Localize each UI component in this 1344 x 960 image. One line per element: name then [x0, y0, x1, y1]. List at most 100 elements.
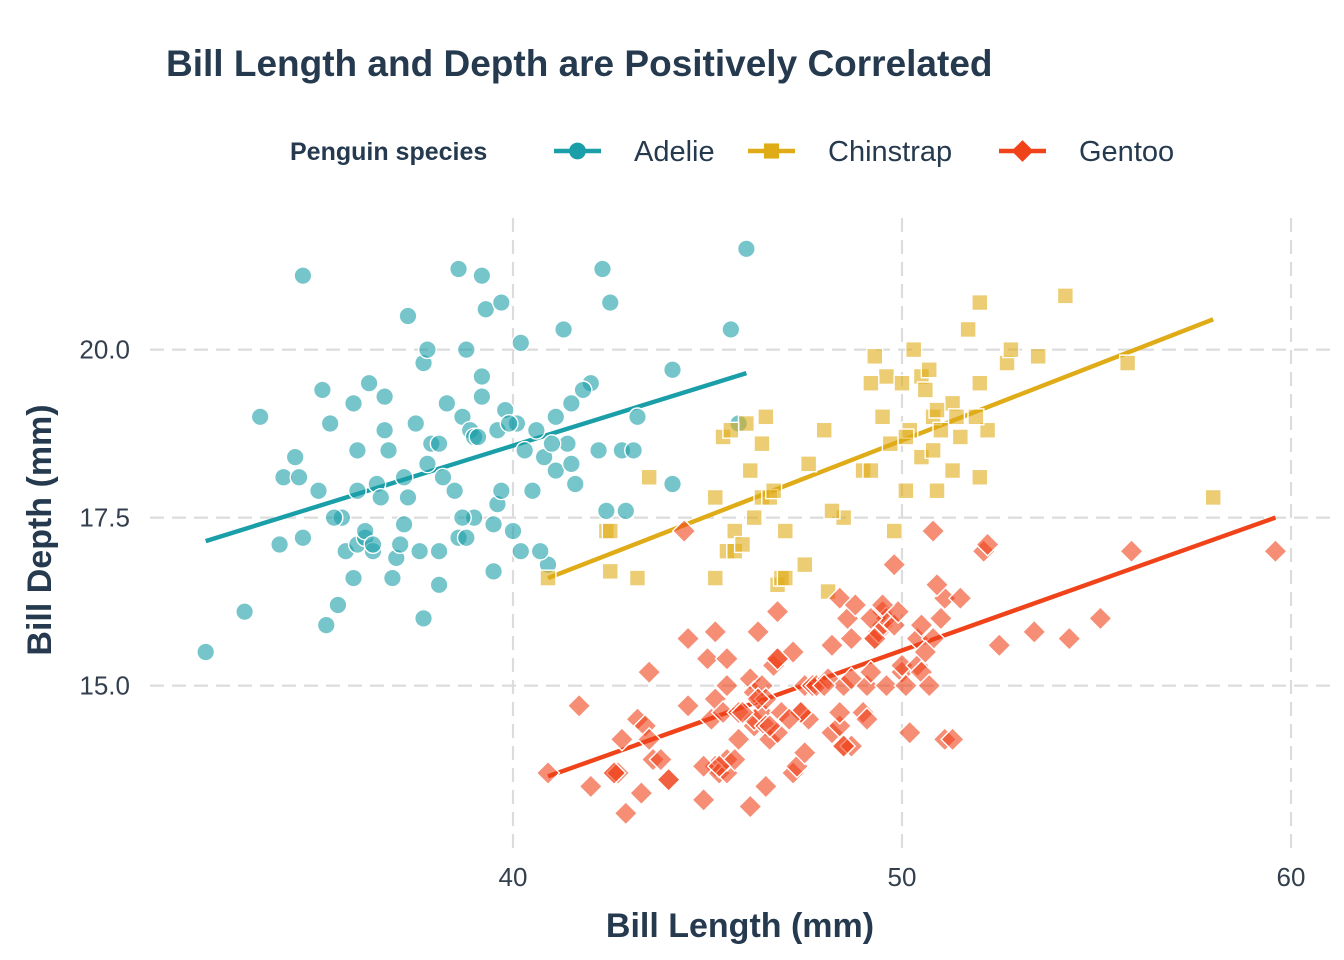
- gentoo-point: [675, 626, 701, 651]
- gentoo-point: [842, 592, 868, 618]
- chinstrap-point: [905, 340, 923, 359]
- adelie-point: [410, 541, 430, 561]
- chinstrap-point: [885, 522, 903, 540]
- adelie-point: [414, 608, 434, 628]
- legend-title: Penguin species: [290, 138, 487, 166]
- tick-labels: 40 50 60 15.0 17.5 20.0: [79, 335, 1305, 892]
- chinstrap-point: [978, 421, 997, 439]
- gentoo-point: [827, 713, 853, 739]
- chinstrap-point: [706, 569, 724, 587]
- gentoo-point: [535, 760, 561, 786]
- adelie-point: [359, 373, 379, 393]
- adelie-point: [554, 319, 574, 339]
- gentoo-point: [636, 659, 662, 685]
- chinstrap-point: [640, 468, 658, 486]
- legend-label-chinstrap: Chinstrap: [828, 136, 952, 168]
- legend-item-adelie: Adelie: [554, 136, 715, 168]
- adelie-point: [312, 380, 332, 400]
- legend-item-chinstrap: Chinstrap: [748, 136, 952, 168]
- gentoo-point: [675, 693, 701, 719]
- gentoo-point: [920, 518, 946, 544]
- adelie-point: [379, 440, 399, 460]
- gentoo-point: [897, 720, 923, 746]
- adelie-point: [511, 541, 531, 561]
- adelie-point: [344, 393, 364, 413]
- adelie-point: [316, 615, 336, 635]
- gentoo-point: [831, 733, 857, 759]
- adelie-point: [476, 299, 496, 319]
- gentoo-point: [737, 794, 763, 819]
- gentoo-point: [881, 552, 907, 578]
- adelie-point: [472, 266, 492, 286]
- gentoo-point: [695, 646, 720, 672]
- gentoo-point: [578, 773, 604, 799]
- adelie-point: [499, 414, 519, 434]
- adelie-point: [289, 467, 309, 487]
- adelie-point: [285, 447, 305, 467]
- adelie-point: [542, 434, 562, 454]
- chinstrap-point: [776, 522, 794, 540]
- adelie-point: [429, 541, 449, 561]
- gentoo-point: [1021, 619, 1047, 645]
- gentoo-point: [609, 726, 635, 752]
- gentoo-point: [1263, 538, 1288, 564]
- gentoo-point: [765, 646, 790, 672]
- gentoo-point: [648, 747, 674, 772]
- adelie-point: [320, 414, 340, 434]
- chinstrap-point: [1118, 354, 1137, 372]
- adelie-point: [736, 239, 756, 259]
- adelie-point: [433, 467, 453, 487]
- gentoo-point: [827, 700, 853, 725]
- legend-key-marker: [569, 142, 586, 160]
- chinstrap-point: [971, 468, 989, 486]
- adelie-point: [491, 481, 511, 501]
- adelie-point: [429, 434, 449, 454]
- chinstrap-point: [753, 435, 771, 453]
- adelie-point: [515, 440, 535, 460]
- adelie-point: [328, 595, 348, 615]
- adelie-point: [375, 387, 395, 407]
- adelie-point: [456, 340, 476, 360]
- chinstrap-point: [706, 488, 724, 507]
- chinstrap-trend-line: [547, 317, 1214, 581]
- gentoo-point: [714, 646, 740, 672]
- gentoo-point: [912, 639, 938, 665]
- adelie-point: [616, 501, 636, 521]
- chinstrap-point: [897, 482, 915, 500]
- chinstrap-point: [1056, 287, 1074, 305]
- adelie-point: [429, 575, 449, 595]
- gentoo-point: [628, 780, 654, 806]
- adelie-point: [589, 440, 609, 460]
- adelie-point: [546, 461, 566, 481]
- adelie-point: [371, 487, 391, 507]
- gentoo-point: [1056, 626, 1082, 651]
- adelie-point: [662, 474, 682, 494]
- chinstrap-point: [722, 421, 740, 439]
- gentoo-point: [893, 673, 919, 699]
- gentoo-point: [862, 626, 888, 651]
- adelie-point: [526, 420, 546, 440]
- series-chinstrap-points: [539, 287, 1222, 601]
- legend: Penguin species Adelie Chinstrap Gentoo: [290, 136, 1174, 168]
- gentoo-point: [1087, 605, 1113, 631]
- x-tick-label: 40: [499, 862, 528, 892]
- adelie-point: [624, 440, 644, 460]
- chinstrap-point: [539, 569, 557, 587]
- gentoo-point: [924, 572, 950, 598]
- adelie-point: [417, 454, 437, 474]
- chinstrap-point: [873, 408, 892, 426]
- adelie-point: [293, 528, 313, 548]
- gentoo-point: [928, 605, 954, 631]
- data-points: [196, 239, 1288, 826]
- adelie-trend-line: [205, 371, 748, 544]
- gentoo-point: [986, 632, 1012, 658]
- adelie-point: [347, 481, 367, 501]
- adelie-point: [363, 534, 383, 554]
- adelie-point: [565, 474, 585, 494]
- chinstrap-point: [877, 367, 896, 386]
- adelie-point: [394, 514, 414, 534]
- chinstrap-point: [733, 535, 752, 554]
- chinstrap-point: [893, 374, 911, 392]
- adelie-point: [484, 514, 504, 534]
